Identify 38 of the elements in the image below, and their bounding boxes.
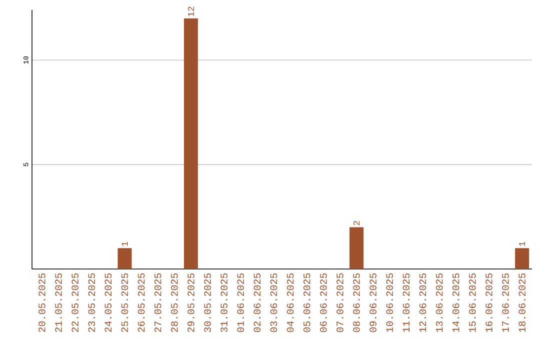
data-label: 1 [122,242,128,246]
x-tick-label: 30.05.2025 [204,273,211,332]
x-tick-label: 13.06.2025 [436,273,443,332]
x-tick-label: 26.05.2025 [138,273,145,332]
x-tick-label: 18.06.2025 [518,273,526,332]
data-label: 2 [354,221,360,226]
x-tick-label: 03.06.2025 [270,273,278,332]
data-label: 12 [188,6,194,16]
x-tick-label: 20.05.2025 [38,273,46,332]
x-tick-label: 28.05.2025 [170,273,178,332]
x-tick-label: 07.06.2025 [336,273,344,332]
x-tick-label: 04.06.2025 [286,273,294,332]
x-tick-label: 24.05.2025 [104,273,112,332]
data-label: 1 [519,242,526,246]
x-tick-label: 29.05.2025 [188,273,194,332]
bar [118,248,132,269]
bar [350,227,364,269]
x-tick-label: 23.05.2025 [88,273,95,332]
x-tick-label: 06.06.2025 [320,273,327,332]
x-tick-label: 10.06.2025 [386,273,394,332]
x-tick-label: 22.05.2025 [72,273,78,332]
x-tick-label: 08.06.2025 [353,273,360,332]
x-tick-label: 09.06.2025 [370,273,376,332]
x-tick-label: 15.06.2025 [469,273,476,332]
x-tick-label: 25.05.2025 [121,273,128,332]
bar [515,248,530,269]
x-tick-label: 27.05.2025 [154,273,162,332]
x-tick-label: 16.06.2025 [486,273,492,332]
x-tick-label: 02.06.2025 [254,273,261,332]
bar [184,18,198,269]
x-tick-label: 14.06.2025 [452,273,460,332]
x-tick-label: 21.05.2025 [55,273,62,332]
x-tick-label: 05.06.2025 [303,273,310,332]
x-tick-label: 12.06.2025 [419,273,426,332]
x-tick-label: 17.06.2025 [502,273,509,332]
x-tick-label: 01.06.2025 [237,273,244,332]
x-tick-label: 11.06.2025 [402,273,410,332]
x-tick-label: 31.05.2025 [220,273,228,332]
